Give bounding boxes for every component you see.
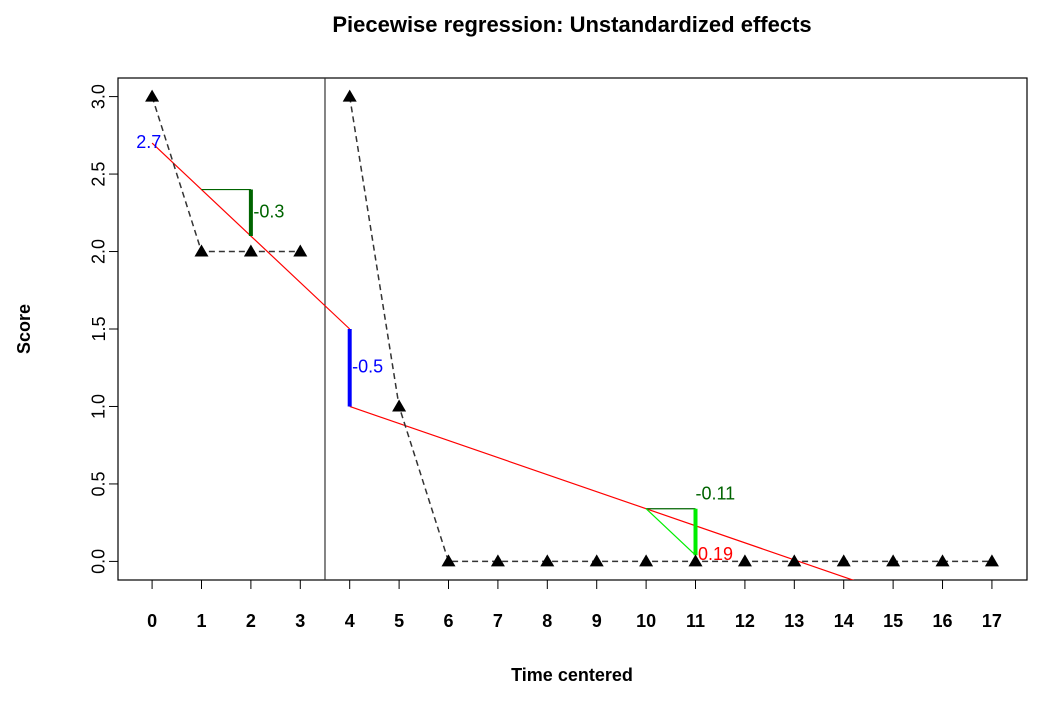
observed-point [639,554,654,567]
y-tick-label: 0.0 [89,549,109,574]
observed-point [342,89,357,102]
observed-point [589,554,604,567]
observed-point [145,89,160,102]
x-tick-label: 9 [592,611,602,631]
observed-point [392,399,407,412]
plot-area [145,78,999,580]
x-tick-label: 13 [784,611,804,631]
x-tick-label: 17 [982,611,1002,631]
x-tick-label: 7 [493,611,503,631]
observed-point [194,244,209,257]
annotation: 2.7 [136,132,161,152]
x-tick-label: 1 [196,611,206,631]
x-tick-label: 4 [345,611,355,631]
x-tick-label: 11 [686,611,705,631]
annotation: -0.5 [352,356,383,376]
y-tick-label: 2.0 [89,239,109,264]
observed-point [935,554,950,567]
observed-line [348,96,992,563]
y-tick-label: 0.5 [89,471,109,496]
x-tick-label: 6 [443,611,453,631]
y-tick-label: 2.5 [89,162,109,187]
x-tick-label: 16 [933,611,953,631]
annotation: -0.11 [696,484,736,504]
x-tick-label: 12 [735,611,755,631]
x-tick-label: 3 [295,611,305,631]
observed-point [441,554,456,567]
y-axis-label: Score [14,304,34,354]
y-tick-label: 1.5 [89,316,109,341]
observed-point [737,554,752,567]
observed-point [984,554,999,567]
chart-title: Piecewise regression: Unstandardized eff… [332,12,811,37]
annotation: 0.19 [698,544,733,564]
x-tick-label: 0 [147,611,157,631]
observed-point [490,554,505,567]
observed-point [243,244,258,257]
x-axis-label: Time centered [511,665,633,685]
y-tick-label: 3.0 [89,84,109,109]
observed-line [151,96,301,253]
x-tick-label: 15 [883,611,903,631]
x-tick-label: 2 [246,611,256,631]
regression-line [349,405,855,580]
observed-point [836,554,851,567]
observed-point [787,554,802,567]
observed-point [688,554,703,567]
x-tick-label: 5 [394,611,404,631]
x-tick-label: 8 [542,611,552,631]
annotation: -0.3 [253,202,284,222]
observed-point [293,244,308,257]
regression-line [151,142,351,330]
plot-frame [117,77,1028,581]
observed-point [886,554,901,567]
y-tick-label: 1.0 [89,394,109,419]
observed-point [540,554,555,567]
x-tick-label: 14 [834,611,854,631]
x-tick-label: 10 [636,611,656,631]
regression-line [645,508,696,556]
